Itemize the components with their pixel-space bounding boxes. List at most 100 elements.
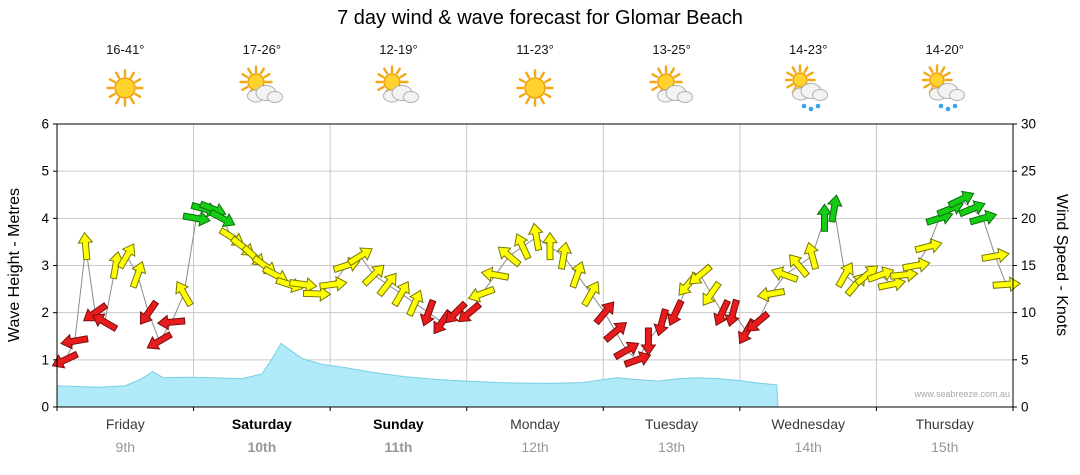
sun-icon	[516, 69, 554, 107]
right-axis-tick-label: 0	[1021, 400, 1029, 415]
wind-arrow	[593, 301, 615, 326]
day-column-header: 14-23°	[740, 40, 877, 116]
right-axis-tick-label: 15	[1021, 258, 1036, 273]
wind-arrow	[653, 308, 669, 337]
day-column-header: 14-20°	[876, 40, 1013, 116]
wind-arrow	[445, 300, 468, 324]
wind-arrow	[969, 209, 998, 226]
right-axis-tick-label: 10	[1021, 305, 1036, 320]
wind-arrow	[77, 231, 94, 261]
wind-arrow	[208, 208, 236, 227]
left-axis-tick-label: 3	[41, 258, 49, 273]
day-column-footer: Wednesday 14th	[740, 413, 877, 458]
day-column-header: 11-23°	[467, 40, 604, 116]
wind-arrow	[91, 313, 119, 332]
wind-arrow	[175, 280, 194, 308]
day-name-label: Monday	[510, 416, 560, 432]
chart-title: 7 day wind & wave forecast for Glomar Be…	[337, 7, 743, 29]
wind-arrow	[139, 299, 160, 325]
temp-range-label: 14-20°	[925, 42, 964, 57]
wind-arrow	[346, 247, 373, 267]
day-column-footer: Monday 12th	[467, 413, 604, 458]
rain-drops-icon	[801, 103, 821, 112]
wind-arrow	[958, 200, 986, 218]
cloud-icon	[246, 85, 283, 103]
wind-arrow	[129, 260, 147, 289]
day-name-label: Thursday	[915, 416, 974, 432]
wind-arrow	[713, 298, 731, 327]
wind-arrow	[688, 263, 713, 285]
wind-arrow	[914, 238, 943, 254]
wind-arrow	[376, 272, 397, 298]
left-axis-tick-label: 2	[41, 305, 49, 320]
wind-arrow	[770, 266, 799, 283]
wind-arrow	[146, 331, 173, 350]
day-date-label: 12th	[521, 439, 549, 455]
cloud-icon	[383, 85, 420, 103]
cloud-icon	[656, 85, 693, 103]
day-name-label: Friday	[105, 416, 145, 432]
cloud-icon	[792, 83, 829, 101]
day-column-header: 16-41°	[57, 40, 194, 116]
wind-arrow	[556, 241, 573, 271]
wind-arrow	[514, 233, 532, 261]
left-axis-tick-label: 6	[41, 117, 49, 132]
wind-arrow	[789, 254, 810, 279]
wind-arrow	[319, 276, 348, 292]
wind-arrow	[613, 341, 640, 361]
wind-arrow	[835, 262, 854, 289]
temp-range-label: 17-26°	[242, 42, 282, 57]
rain-drops-icon	[938, 103, 958, 112]
wind-arrow	[667, 298, 685, 327]
sun-icon	[106, 69, 144, 107]
day-date-label: 9th	[115, 439, 136, 455]
wind-arrow	[756, 286, 786, 303]
day-name-label: Wednesday	[771, 416, 846, 432]
temp-range-label: 13-25°	[652, 42, 691, 57]
wind-arrow	[826, 194, 843, 223]
day-column-header: 17-26°	[194, 40, 331, 116]
left-axis-title: Wave Height - Metres	[6, 187, 23, 343]
wind-arrow	[156, 314, 186, 331]
day-date-label: 10th	[247, 439, 277, 455]
day-column-footer: Tuesday 13th	[603, 413, 740, 458]
wind-arrow	[866, 266, 895, 283]
wind-arrow	[702, 280, 722, 306]
wind-arrow	[569, 260, 586, 289]
day-name-label: Tuesday	[645, 416, 699, 432]
day-column-footer: Sunday 11th	[330, 413, 467, 458]
left-axis-tick-label: 0	[41, 400, 49, 415]
right-axis-tick-label: 25	[1021, 164, 1036, 179]
wind-arrow	[361, 264, 385, 287]
wind-arrow	[116, 243, 136, 270]
wind-arrow	[467, 285, 496, 303]
wind-arrow	[640, 327, 657, 356]
wind-arrow	[992, 276, 1022, 293]
weather-icon	[467, 60, 604, 116]
weather-icon	[603, 60, 740, 116]
day-date-label: 11th	[384, 439, 413, 455]
temp-range-label: 16-41°	[106, 42, 145, 57]
wind-arrow	[724, 298, 740, 328]
right-axis-tick-label: 20	[1021, 211, 1036, 226]
left-axis-tick-label: 1	[41, 352, 49, 367]
wind-arrow	[182, 211, 211, 227]
day-column-footer: Friday 9th	[57, 413, 194, 458]
day-name-label: Saturday	[231, 416, 292, 432]
wind-arrow	[458, 301, 482, 323]
weather-icon	[194, 60, 331, 116]
wind-arrow	[803, 241, 820, 271]
day-date-label: 13th	[657, 439, 686, 455]
wind-arrow	[542, 231, 558, 261]
watermark: www.seabreeze.com.au	[914, 389, 1010, 399]
weather-icon	[876, 60, 1013, 116]
wind-arrow	[406, 289, 424, 317]
right-axis-tick-label: 30	[1021, 117, 1036, 132]
right-axis-tick-label: 5	[1021, 352, 1029, 367]
day-headers-row: 16-41° 17-26° 12-19° 11-23° 13-25° 14-23…	[57, 40, 1013, 116]
day-column-footer: Thursday 15th	[876, 413, 1013, 458]
wind-arrow	[623, 351, 652, 368]
wind-arrow	[902, 257, 931, 273]
